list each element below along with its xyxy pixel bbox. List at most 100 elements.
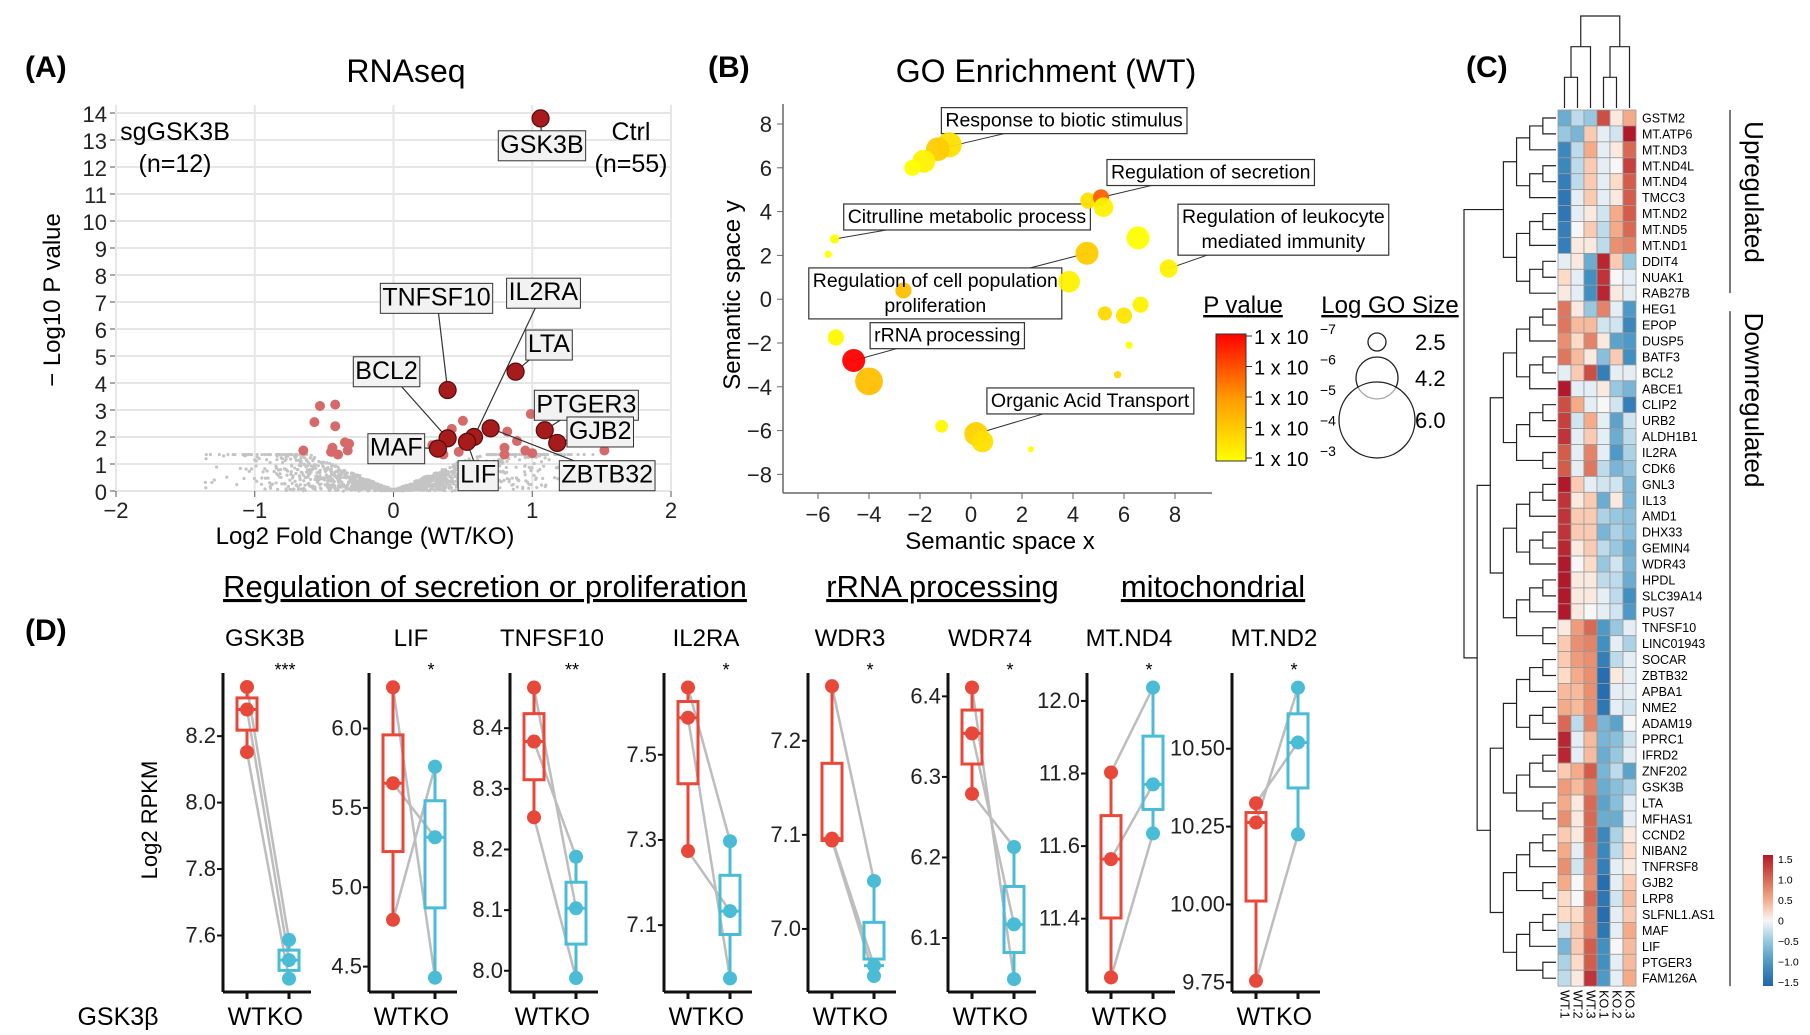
y-tick-label: 7.3 bbox=[626, 827, 657, 852]
heatmap-cell bbox=[1570, 252, 1585, 270]
heatmap-cell bbox=[1557, 937, 1572, 955]
background-gene-point bbox=[450, 489, 454, 493]
heatmap-cell bbox=[1622, 444, 1637, 461]
background-gene-point bbox=[255, 452, 259, 457]
background-gene-point bbox=[311, 464, 315, 468]
go-term-label: Citrulline metabolic process bbox=[848, 206, 1087, 228]
row-dendrogram-branch bbox=[1542, 658, 1556, 677]
heatmap-cell bbox=[1557, 922, 1572, 939]
paired-sample-line bbox=[532, 741, 578, 858]
ko-sample-point bbox=[1291, 827, 1305, 842]
group-label-ko: KO bbox=[1276, 1003, 1312, 1031]
heatmap-cell bbox=[1583, 523, 1598, 541]
background-gene-point bbox=[434, 476, 438, 480]
background-gene-point bbox=[422, 479, 427, 483]
colorbar-tick-label: 0 bbox=[1778, 916, 1784, 928]
background-gene-point bbox=[268, 484, 272, 489]
wt-sample-point bbox=[681, 710, 695, 725]
heatmap-cell bbox=[1570, 364, 1585, 382]
y-tick-label: 9.75 bbox=[1182, 969, 1225, 994]
heatmap-cell bbox=[1570, 205, 1585, 222]
ko-sample-point bbox=[282, 932, 296, 947]
go-term-bubble bbox=[904, 159, 921, 176]
background-gene-point bbox=[330, 485, 335, 489]
background-gene-point bbox=[307, 484, 312, 488]
ko-sample-point bbox=[723, 904, 737, 919]
heatmap-cell bbox=[1570, 922, 1585, 939]
significant-gene-point bbox=[499, 449, 510, 460]
column-dendrogram-branch bbox=[1580, 15, 1621, 47]
heatmap-cell bbox=[1583, 412, 1598, 430]
background-gene-point bbox=[431, 475, 435, 480]
heatmap-cell bbox=[1570, 428, 1585, 445]
y-tick-label: 10 bbox=[83, 210, 107, 235]
background-gene-point bbox=[433, 483, 437, 487]
heatmap-cell bbox=[1557, 651, 1572, 668]
row-dendrogram-branch bbox=[1515, 503, 1530, 553]
group-label-wt: WT bbox=[228, 1003, 267, 1031]
background-gene-point bbox=[530, 466, 534, 470]
heatmap-cell bbox=[1570, 571, 1585, 589]
heatmap-cell bbox=[1583, 460, 1598, 477]
background-gene-point bbox=[510, 452, 515, 457]
ko-sample-point bbox=[867, 969, 881, 984]
background-gene-point bbox=[452, 469, 457, 474]
heatmap-column-label: WT.1 bbox=[1558, 990, 1572, 1019]
background-gene-point bbox=[537, 454, 542, 458]
group-label-ko: KO bbox=[992, 1003, 1028, 1031]
heatmap-cell bbox=[1609, 125, 1624, 143]
term-label-box bbox=[1106, 158, 1316, 187]
heatmap-cell bbox=[1570, 587, 1585, 605]
background-gene-point bbox=[453, 488, 457, 492]
heatmap-cell bbox=[1622, 746, 1637, 764]
heatmap-row-label: WDR43 bbox=[1642, 558, 1686, 572]
background-gene-point bbox=[265, 469, 269, 473]
column-dendrogram-branch bbox=[1563, 76, 1579, 108]
y-tick-label: 11 bbox=[84, 183, 107, 208]
heatmap-cell bbox=[1557, 953, 1572, 971]
heatmap-row-label: LINC01943 bbox=[1642, 637, 1705, 651]
heatmap-row-label: IFRD2 bbox=[1642, 749, 1678, 763]
heatmap-cell bbox=[1557, 810, 1572, 828]
heatmap-cell bbox=[1557, 555, 1572, 573]
y-tick-label: 6.1 bbox=[910, 925, 941, 950]
heatmap-cell bbox=[1557, 890, 1572, 907]
gene-label-box bbox=[566, 416, 635, 448]
background-gene-point bbox=[316, 464, 320, 468]
background-gene-point bbox=[502, 478, 506, 482]
heatmap-cell bbox=[1609, 507, 1624, 525]
background-gene-point bbox=[289, 472, 293, 476]
y-tick-label: −4 bbox=[747, 375, 772, 400]
background-gene-point bbox=[379, 486, 383, 491]
background-gene-point bbox=[263, 452, 267, 457]
right-group-count: (n=55) bbox=[595, 150, 668, 178]
y-tick-label: 8.0 bbox=[472, 958, 503, 983]
heatmap-cell bbox=[1583, 157, 1598, 175]
column-dendrogram-branch bbox=[1602, 76, 1618, 108]
go-enrichment-plot: −6 −4 −2 0 2 4 6 8 −8 −6 −4 −2 0 2 4 6 8 Response to biot… bbox=[719, 53, 1459, 555]
background-gene-point bbox=[521, 485, 525, 489]
heatmap-row-label: ADAM19 bbox=[1642, 717, 1692, 731]
go-term-bubble bbox=[1097, 306, 1112, 321]
y-tick-label: 8 bbox=[95, 264, 107, 289]
background-gene-point bbox=[343, 468, 347, 473]
heatmap-row-label: LTA bbox=[1642, 796, 1664, 810]
heatmap-cell bbox=[1557, 491, 1572, 509]
background-gene-point bbox=[290, 463, 294, 467]
heatmap-cell bbox=[1557, 539, 1572, 557]
heatmap-cell bbox=[1583, 587, 1598, 605]
background-gene-point bbox=[325, 461, 329, 465]
heatmap-cell bbox=[1609, 794, 1624, 812]
background-gene-point bbox=[317, 459, 321, 464]
heatmap-cell bbox=[1583, 189, 1598, 206]
background-gene-point bbox=[286, 469, 290, 473]
y-tick-label: 7.5 bbox=[626, 742, 657, 767]
background-gene-point bbox=[448, 466, 452, 470]
paired-sample-line bbox=[245, 751, 291, 979]
heatmap-cell bbox=[1609, 428, 1624, 445]
heatmap-cell bbox=[1622, 969, 1637, 987]
heatmap-cell bbox=[1557, 794, 1572, 812]
heatmap-cell bbox=[1570, 507, 1585, 525]
background-gene-point bbox=[336, 465, 340, 469]
heatmap-cell bbox=[1609, 587, 1624, 605]
